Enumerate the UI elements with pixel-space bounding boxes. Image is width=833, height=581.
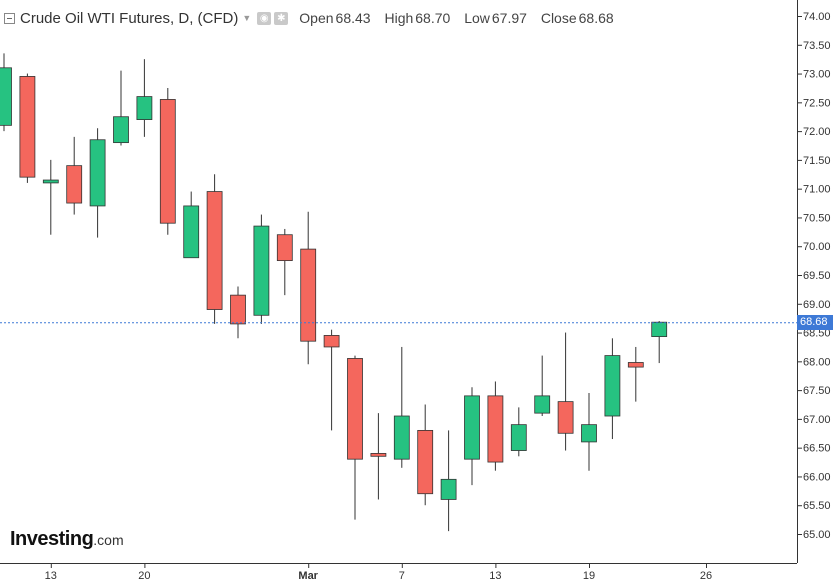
candle-body [42,179,59,184]
candle-body [651,321,668,337]
y-tick-label: 71.00 [803,184,831,196]
high-label: High [384,10,414,26]
current-price-tag: 68.68 [797,315,833,331]
candle-body [347,358,363,460]
candle-body [159,99,176,224]
y-tick-label: 74.00 [803,11,831,23]
candle-body [604,355,621,417]
candle-body [113,116,129,144]
candle-body [557,401,574,434]
candle-group [0,53,668,532]
y-tick-label: 67.00 [803,414,831,426]
candle-body [0,67,12,126]
candle-body [370,453,387,457]
low-value: 67.97 [491,10,527,26]
logo-suffix: .com [93,532,124,548]
candle-body [136,96,153,120]
ohlc-readout: Open 68.43 High 68.70 Low 67.97 Close 68.68 [299,10,623,26]
y-tick-label: 69.50 [803,270,831,282]
y-tick-label: 66.50 [803,443,831,455]
settings-icon[interactable]: ✱ [274,11,289,25]
y-tick-label: 69.00 [803,299,831,311]
candle-body [440,478,457,500]
y-tick-label: 73.50 [803,40,831,52]
collapse-icon[interactable] [4,12,15,24]
candle-body [253,225,270,316]
y-tick-label: 65.00 [803,529,831,541]
y-tick-label: 71.50 [803,155,831,167]
x-tick-label: 26 [700,570,712,581]
y-tick-label: 65.50 [803,500,831,512]
y-tick-label: 67.50 [803,385,831,397]
x-tick-label: 19 [583,570,595,581]
low-label: Low [464,10,490,26]
x-tick-label: 7 [399,570,405,581]
candle-body [66,165,83,204]
y-tick-label: 70.50 [803,212,831,224]
x-tick-label: 20 [138,570,150,581]
candle-body [417,429,434,495]
y-tick-label: 72.00 [803,126,831,138]
candle-body [230,294,246,325]
close-value: 68.68 [578,10,614,26]
candle-body [487,395,504,463]
chart-title: Crude Oil WTI Futures, D, (CFD) [20,9,239,27]
candle-body [206,191,223,310]
y-axis: 74.00 73.50 73.00 72.50 72.00 71.50 71.00 70.50… [797,11,831,541]
candle-body [581,424,597,443]
y-tick-label: 72.50 [803,97,831,109]
candle-body [534,395,551,414]
open-label: Open [299,10,334,26]
candle-body [300,248,317,342]
close-label: Close [540,10,577,26]
y-tick-label: 68.50 [803,328,831,340]
candle-body [464,395,480,460]
visibility-icon[interactable]: ◉ [257,11,272,25]
high-value: 68.70 [415,10,451,26]
candle-body [627,362,644,368]
candle-body [510,424,527,451]
investing-logo[interactable]: Investing.com [10,528,124,551]
chevron-down-icon[interactable]: ▼ [242,13,252,23]
x-tick-label: 13 [45,570,57,581]
candle-body [393,415,410,460]
candle-body [89,139,106,207]
y-tick-label: 70.00 [803,241,831,253]
y-tick-label: 68.00 [803,356,831,368]
candle-body [19,76,36,178]
open-value: 68.43 [335,10,371,26]
y-tick-label: 73.00 [803,69,831,81]
y-tick-label: 66.00 [803,471,831,483]
logo-wordmark: Investing [10,528,94,550]
chart-header: Crude Oil WTI Futures, D, (CFD) ▼ ◉ ✱ Op… [4,7,624,29]
x-tick-label: Mar [298,570,318,581]
candle-body [183,205,200,259]
candle-body [323,335,340,348]
candle-body [276,234,293,262]
x-tick-label: 13 [489,570,501,581]
